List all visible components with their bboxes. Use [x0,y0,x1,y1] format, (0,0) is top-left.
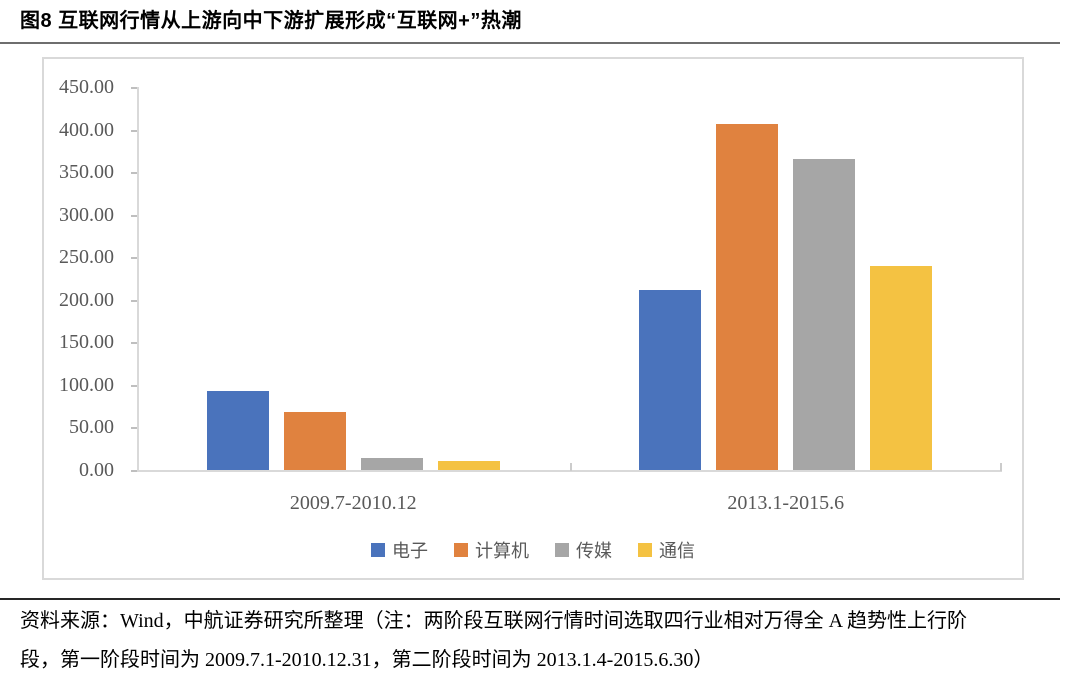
y-axis-tick-label: 300.00 [59,203,114,226]
legend-swatch-icon [638,543,652,557]
legend-item: 计算机 [454,537,529,563]
legend-label: 电子 [392,541,428,561]
legend-swatch-icon [454,543,468,557]
bar [870,265,933,470]
bar [793,159,856,470]
title-divider-rule [0,42,1060,44]
bar [206,390,269,470]
legend-swatch-icon [371,543,385,557]
legend-item: 电子 [371,537,428,563]
y-axis-tick [131,129,137,132]
bar [360,458,423,470]
y-axis-tick-label: 400.00 [59,118,114,141]
bar [283,412,346,470]
y-axis-tick-label: 450.00 [59,76,114,98]
y-axis-tick [131,342,137,345]
legend-item: 通信 [638,537,695,563]
y-axis-tick-label: 100.00 [59,373,114,396]
y-axis-tick [131,172,137,175]
bar [639,290,702,470]
legend-label: 传媒 [576,541,612,561]
x-axis-line [137,470,1002,472]
legend-item: 传媒 [555,537,612,563]
bar [437,460,500,470]
source-divider-rule [0,598,1060,600]
y-axis-tick [131,257,137,260]
y-axis-tick [131,87,137,89]
legend-swatch-icon [555,543,569,557]
x-axis-tick [569,463,572,471]
y-axis-tick-label: 50.00 [69,416,114,439]
x-axis-tick [1000,463,1002,471]
chart-panel: 450.00 400.00 350.00 300.00 250.00 200.00 150.… [42,57,1024,580]
y-axis-tick [131,299,137,302]
legend-label: 通信 [659,541,695,561]
y-axis-tick-label: 150.00 [59,331,114,354]
y-axis-tick-label: 350.00 [59,161,114,184]
chart-legend: 电子 计算机 传媒 通信 [44,537,1022,563]
y-axis-tick-label: 250.00 [59,246,114,269]
x-axis-category-label: 2009.7-2010.12 [289,492,417,514]
y-axis-tick [131,470,137,472]
bar [716,123,779,470]
source-note-line2: 段，第一阶段时间为 2009.7.1-2010.12.31，第二阶段时间为 20… [20,649,714,671]
source-note-line1: 资料来源：Wind，中航证券研究所整理（注：两阶段互联网行情时间选取四行业相对万… [20,610,967,632]
x-axis-category-label: 2013.1-2015.6 [727,492,845,514]
category-group [570,87,1003,470]
y-axis-tick-label: 0.00 [79,459,114,481]
y-axis-tick [131,384,137,387]
y-axis-tick-label: 200.00 [59,288,114,311]
source-note: 资料来源：Wind，中航证券研究所整理（注：两阶段互联网行情时间选取四行业相对万… [20,602,1065,680]
legend-label: 计算机 [475,541,529,561]
y-axis-tick [131,427,137,430]
figure-title: 图8 互联网行情从上游向中下游扩展形成“互联网+”热潮 [20,10,522,32]
category-group [137,87,570,470]
y-axis-tick [131,214,137,217]
y-axis-line [137,87,139,470]
bar-chart-plot-area: 450.00 400.00 350.00 300.00 250.00 200.00 150.… [44,59,1022,578]
